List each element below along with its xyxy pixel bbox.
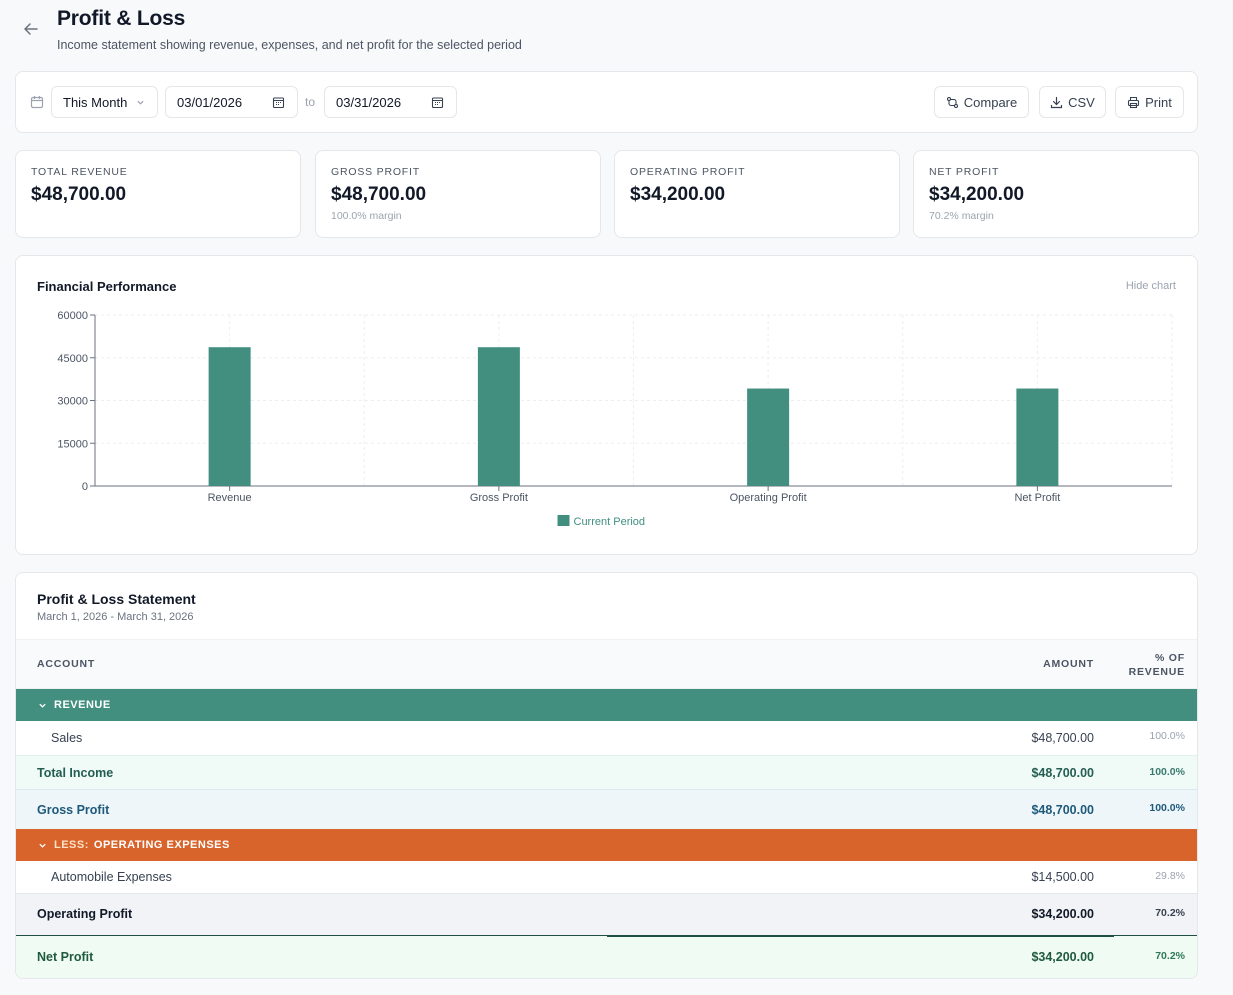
pct-of-revenue: 100.0% <box>1149 802 1185 814</box>
y-tick-label: 0 <box>82 481 88 493</box>
table-row-net-profit: Net Profit $34,200.00 70.2% <box>16 935 1197 978</box>
print-button[interactable]: Print <box>1115 86 1184 118</box>
kpi-label: OPERATING PROFIT <box>630 166 746 178</box>
period-select[interactable]: This Month <box>51 86 158 118</box>
print-label: Print <box>1145 94 1172 110</box>
chevron-down-icon[interactable] <box>38 841 47 850</box>
section-label: REVENUE <box>54 699 111 711</box>
section-header-operating-expenses[interactable]: LESS: OPERATING EXPENSES <box>16 829 1197 861</box>
calendar-icon[interactable] <box>272 96 285 109</box>
total-underline <box>607 935 1114 937</box>
date-to-value: 03/31/2026 <box>336 94 402 110</box>
table-row-operating-profit: Operating Profit $34,200.00 70.2% <box>16 893 1197 935</box>
kpi-label: NET PROFIT <box>929 166 1000 178</box>
y-tick-label: 45000 <box>57 353 88 365</box>
kpi-value: $48,700.00 <box>31 184 127 205</box>
back-arrow-icon[interactable] <box>22 20 40 38</box>
calendar-icon <box>30 96 44 109</box>
statement-date-range: March 1, 2026 - March 31, 2026 <box>37 611 194 623</box>
compare-button[interactable]: Compare <box>934 86 1029 118</box>
date-from-input[interactable]: 03/01/2026 <box>165 86 298 118</box>
table-row-total-income: Total Income $48,700.00 100.0% <box>16 755 1197 789</box>
kpi-card-gross-profit: GROSS PROFIT $48,700.00 100.0% margin <box>315 150 601 238</box>
table-row-sales: Sales $48,700.00 100.0% <box>16 721 1197 755</box>
kpi-value: $34,200.00 <box>929 184 1025 205</box>
download-icon <box>1051 96 1063 108</box>
kpi-margin: 100.0% margin <box>331 210 402 222</box>
amount: $34,200.00 <box>1031 950 1094 964</box>
column-header-amount: AMOUNT <box>1043 658 1094 670</box>
bar-revenue <box>208 347 251 486</box>
compare-label: Compare <box>963 94 1018 110</box>
x-tick-label: Operating Profit <box>730 492 807 504</box>
compare-icon <box>946 96 958 108</box>
pct-of-revenue: 100.0% <box>1149 766 1185 778</box>
section-label: LESS: OPERATING EXPENSES <box>54 839 230 851</box>
filter-toolbar: This Month 03/01/2026 to 03/31/2026 Comp… <box>15 71 1198 133</box>
chart-title: Financial Performance <box>37 279 177 294</box>
y-tick-label: 60000 <box>57 310 88 322</box>
calendar-icon[interactable] <box>431 96 444 109</box>
amount: $14,500.00 <box>1031 870 1094 884</box>
statement-card: Profit & Loss Statement March 1, 2026 - … <box>15 572 1198 979</box>
chevron-down-icon <box>137 100 144 105</box>
y-tick-label: 30000 <box>57 396 88 408</box>
kpi-margin: 70.2% margin <box>929 210 994 222</box>
page-header: Profit & Loss Income statement showing r… <box>0 0 1233 64</box>
account-name: Operating Profit <box>37 907 133 921</box>
page-title: Profit & Loss <box>57 7 186 30</box>
x-tick-label: Net Profit <box>1014 492 1060 504</box>
amount: $34,200.00 <box>1031 907 1094 921</box>
bar-chart: 0 15000 30000 45000 60000 Revenue Gross Profit… <box>57 310 1173 528</box>
kpi-label: GROSS PROFIT <box>331 166 420 178</box>
date-from-value: 03/01/2026 <box>177 94 243 110</box>
csv-label: CSV <box>1068 94 1095 110</box>
account-name: Total Income <box>37 766 114 780</box>
page-subtitle: Income statement showing revenue, expens… <box>57 38 522 52</box>
statement-title: Profit & Loss Statement <box>37 591 196 607</box>
kpi-value: $48,700.00 <box>331 184 427 205</box>
period-select-value: This Month <box>63 94 128 110</box>
pct-of-revenue: 29.8% <box>1155 870 1185 882</box>
amount: $48,700.00 <box>1031 731 1094 745</box>
column-header-pct-revenue: % OF REVENUE <box>1128 652 1185 678</box>
chart-card: Financial Performance Hide chart 0 15000 3… <box>15 255 1198 555</box>
x-tick-label: Revenue <box>208 492 252 504</box>
pct-of-revenue: 70.2% <box>1155 950 1185 962</box>
kpi-card-net-profit: NET PROFIT $34,200.00 70.2% margin <box>913 150 1199 238</box>
date-range-separator: to <box>305 95 316 109</box>
kpi-value: $34,200.00 <box>630 184 726 205</box>
bar-operating-profit <box>747 388 790 486</box>
kpi-label: TOTAL REVENUE <box>31 166 128 178</box>
date-to-input[interactable]: 03/31/2026 <box>324 86 457 118</box>
chevron-down-icon[interactable] <box>38 701 47 710</box>
kpi-card-total-revenue: TOTAL REVENUE $48,700.00 <box>15 150 301 238</box>
csv-button[interactable]: CSV <box>1039 86 1106 118</box>
legend-swatch <box>557 515 570 526</box>
table-header: ACCOUNT AMOUNT % OF REVENUE <box>16 639 1197 689</box>
account-name: Net Profit <box>37 950 94 964</box>
table-row-automobile-expenses: Automobile Expenses $14,500.00 29.8% <box>16 861 1197 893</box>
column-header-account: ACCOUNT <box>37 658 96 670</box>
kpi-card-operating-profit: OPERATING PROFIT $34,200.00 <box>614 150 900 238</box>
section-header-revenue[interactable]: REVENUE <box>16 689 1197 721</box>
y-tick-label: 15000 <box>57 438 88 450</box>
account-name: Sales <box>51 731 83 745</box>
account-name: Gross Profit <box>37 803 110 817</box>
section-prefix: LESS: <box>54 839 89 851</box>
pct-of-revenue: 100.0% <box>1149 730 1185 742</box>
x-tick-label: Gross Profit <box>470 492 528 504</box>
pct-of-revenue: 70.2% <box>1155 907 1185 919</box>
hide-chart-link[interactable]: Hide chart <box>1125 280 1176 292</box>
amount: $48,700.00 <box>1031 766 1094 780</box>
account-name: Automobile Expenses <box>51 870 172 884</box>
table-row-gross-profit: Gross Profit $48,700.00 100.0% <box>16 789 1197 829</box>
section-label-text: OPERATING EXPENSES <box>93 839 230 851</box>
bar-gross-profit <box>477 347 520 486</box>
printer-icon <box>1128 96 1140 108</box>
amount: $48,700.00 <box>1031 803 1094 817</box>
bar-net-profit <box>1016 388 1059 486</box>
legend-label: Current Period <box>574 516 646 528</box>
